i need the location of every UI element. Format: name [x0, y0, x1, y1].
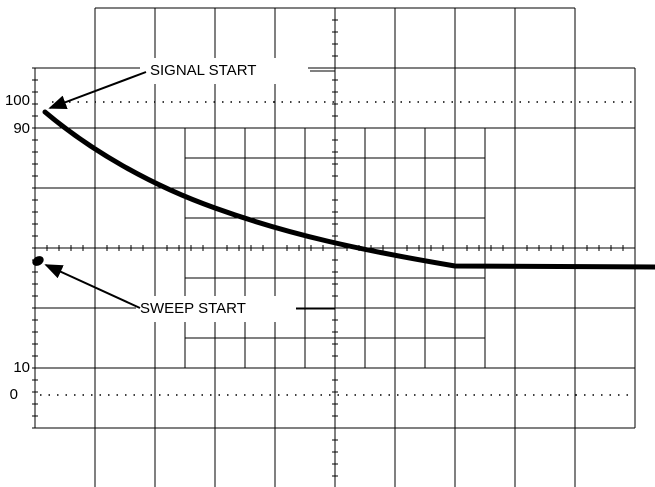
arrow: [44, 264, 141, 309]
grid: [32, 7, 636, 487]
signal-start-label: SIGNAL START: [150, 62, 256, 79]
arrow: [48, 71, 147, 110]
scale-label: 90: [13, 120, 30, 137]
scale-label: 10: [13, 359, 30, 376]
sweep-dot: [32, 256, 44, 266]
scale-label: 100: [5, 92, 30, 109]
label-bg: [140, 58, 308, 84]
sweep-start-label: SWEEP START: [140, 300, 246, 317]
label-bg: [136, 296, 296, 322]
scale-label: 0: [10, 386, 18, 403]
signal-trace: [42, 109, 655, 270]
